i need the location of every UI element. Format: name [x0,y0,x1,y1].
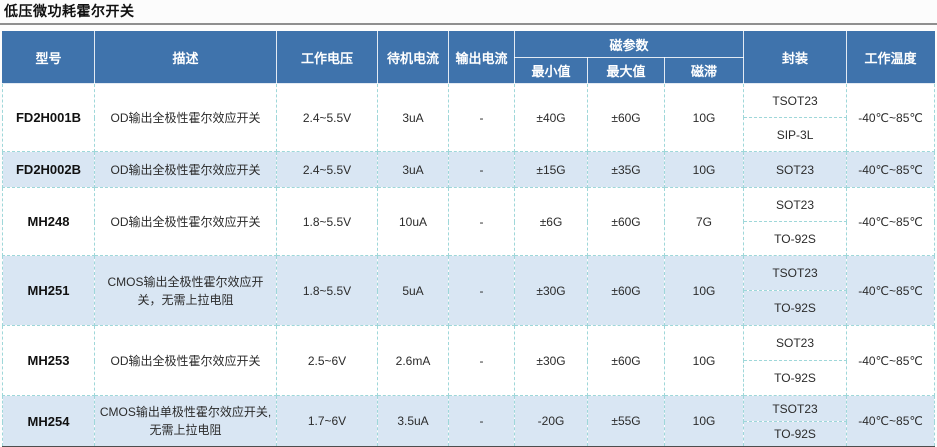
table-row: MH253 OD输出全极性霍尔效应开关 2.5~6V 2.6mA - ±30G ±60G 10… [2,325,936,396]
min-value-cell: ±6G [514,187,588,256]
standby-current-cell: 10uA [377,187,449,256]
description-cell: OD输出全极性霍尔效应开关 [94,151,277,188]
operating-voltage-cell: 2.4~5.5V [276,151,378,188]
min-value-cell: ±30G [514,325,588,396]
header-max-value: 最大值 [587,57,665,84]
output-current-cell: - [448,83,515,152]
output-current-cell: - [448,151,515,188]
package-cell: TSOT23 [743,83,848,118]
max-value-cell: ±35G [587,151,665,188]
operating-voltage-cell: 1.8~5.5V [276,187,378,256]
min-value-cell: ±30G [514,255,588,326]
min-value-cell: ±15G [514,151,588,188]
table-row: MH254 CMOS输出单极性霍尔效应开关,无需上拉电阻 1.7~6V 3.5uA - -… [2,395,936,447]
temperature-cell: -40℃~85℃ [846,255,936,326]
header-description: 描述 [94,31,277,84]
table-subrow: TO-92S [3,221,935,256]
hysteresis-cell: 10G [663,83,745,152]
description-cell: CMOS输出单极性霍尔效应开关,无需上拉电阻 [94,395,277,447]
description-cell: OD输出全极性霍尔效应开关 [94,83,277,152]
temperature-cell: -40℃~85℃ [846,83,936,152]
header-magnetic-params: 磁参数 [513,31,745,58]
min-value-cell: ±40G [514,83,588,152]
package-cell: TO-92S [743,221,848,256]
hysteresis-cell: 10G [663,151,745,188]
table-row: FD2H001B OD输出全极性霍尔效应开关 2.4~5.5V 3uA - ±40G ±60… [2,83,936,152]
standby-current-cell: 3.5uA [377,395,449,447]
model-cell: FD2H001B [2,83,95,152]
spec-table-container: 型号 描述 工作电压 待机电流 输出电流 磁参数 封装 工作温度 最小值 最大值… [2,31,936,447]
table-subrow: TO-92S [3,421,935,447]
operating-voltage-cell: 1.7~6V [276,395,378,447]
max-value-cell: ±60G [587,83,665,152]
package-cell: SOT23 [743,187,848,222]
output-current-cell: - [448,325,515,396]
temperature-cell: -40℃~85℃ [846,187,936,256]
hysteresis-cell: 10G [663,395,745,447]
header-package: 封装 [743,31,848,84]
section-title-bar: 低压微功耗霍尔开关 [0,0,937,25]
spec-table: 型号 描述 工作电压 待机电流 输出电流 磁参数 封装 工作温度 最小值 最大值… [2,31,936,447]
operating-voltage-cell: 2.4~5.5V [276,83,378,152]
header-min-value: 最小值 [514,57,588,84]
max-value-cell: ±55G [587,395,665,447]
model-cell: MH248 [2,187,95,256]
standby-current-cell: 3uA [377,83,449,152]
temperature-cell: -40℃~85℃ [846,325,936,396]
table-row: MH251 CMOS输出全极性霍尔效应开关，无需上拉电阻 1.8~5.5V 5uA - ±… [2,255,936,326]
model-cell: FD2H002B [2,151,95,188]
output-current-cell: - [448,255,515,326]
operating-voltage-cell: 1.8~5.5V [276,255,378,326]
model-cell: MH253 [2,325,95,396]
package-cell: SOT23 [743,151,848,188]
description-cell: OD输出全极性霍尔效应开关 [94,187,277,256]
header-model: 型号 [2,31,95,84]
description-cell: CMOS输出全极性霍尔效应开关，无需上拉电阻 [94,255,277,326]
header-operating-voltage: 工作电压 [276,31,378,84]
max-value-cell: ±60G [587,325,665,396]
standby-current-cell: 5uA [377,255,449,326]
output-current-cell: - [448,395,515,447]
standby-current-cell: 2.6mA [377,325,449,396]
header-output-current: 输出电流 [448,31,515,84]
package-cell: TO-92S [743,360,848,396]
hysteresis-cell: 7G [663,187,745,256]
standby-current-cell: 3uA [377,151,449,188]
model-cell: MH251 [2,255,95,326]
package-cell: TO-92S [743,290,848,326]
table-subrow: SIP-3L [3,117,935,152]
temperature-cell: -40℃~85℃ [846,395,936,447]
hysteresis-cell: 10G [663,325,745,396]
header-standby-current: 待机电流 [377,31,449,84]
hysteresis-cell: 10G [663,255,745,326]
model-cell: MH254 [2,395,95,447]
header-operating-temperature: 工作温度 [846,31,936,84]
page-title: 低压微功耗霍尔开关 [4,3,135,19]
header-hysteresis: 磁滞 [663,57,745,84]
package-cell: TSOT23 [743,255,848,291]
table-row: FD2H002B OD输出全极性霍尔效应开关 2.4~5.5V 3uA - ±15G ±35… [2,151,936,188]
spec-table-header: 型号 描述 工作电压 待机电流 输出电流 磁参数 封装 工作温度 最小值 最大值… [2,31,936,84]
table-subrow: TO-92S [3,360,935,396]
temperature-cell: -40℃~85℃ [846,151,936,188]
output-current-cell: - [448,187,515,256]
package-cell: TSOT23 [743,395,848,422]
package-cell: SOT23 [743,325,848,361]
table-row: MH248 OD输出全极性霍尔效应开关 1.8~5.5V 10uA - ±6G ±60G 7G… [2,187,936,256]
operating-voltage-cell: 2.5~6V [276,325,378,396]
max-value-cell: ±60G [587,187,665,256]
description-cell: OD输出全极性霍尔效应开关 [94,325,277,396]
max-value-cell: ±60G [587,255,665,326]
package-cell: TO-92S [743,421,848,447]
spec-table-body: FD2H001B OD输出全极性霍尔效应开关 2.4~5.5V 3uA - ±40G ±60… [2,83,936,447]
min-value-cell: -20G [514,395,588,447]
package-cell: SIP-3L [743,117,848,152]
